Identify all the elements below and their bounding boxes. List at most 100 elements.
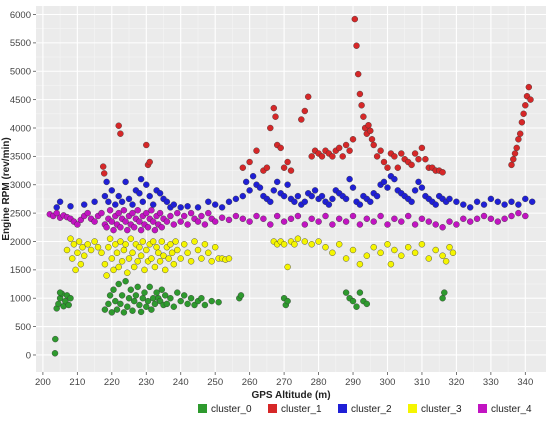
data-point-cluster-4 <box>522 212 529 220</box>
data-point-cluster-3 <box>98 249 105 257</box>
data-point-cluster-1 <box>380 158 388 166</box>
data-point-cluster-1 <box>351 15 358 23</box>
data-point-cluster-2 <box>101 192 109 200</box>
data-point-cluster-4 <box>315 218 322 225</box>
data-point-cluster-2 <box>105 198 112 206</box>
data-point-cluster-1 <box>272 113 279 120</box>
data-point-cluster-0 <box>118 292 126 299</box>
data-point-cluster-3 <box>432 246 439 254</box>
data-point-cluster-4 <box>294 212 302 220</box>
data-point-cluster-3 <box>167 241 174 248</box>
data-point-cluster-1 <box>511 150 519 157</box>
data-point-cluster-4 <box>515 209 522 217</box>
data-point-cluster-2 <box>270 187 277 194</box>
data-point-cluster-4 <box>218 214 226 221</box>
data-point-cluster-3 <box>110 266 117 274</box>
data-point-cluster-2 <box>501 201 508 208</box>
data-point-cluster-4 <box>84 209 91 217</box>
data-point-cluster-3 <box>308 241 315 248</box>
data-point-cluster-0 <box>349 297 357 305</box>
data-point-cluster-3 <box>391 246 398 254</box>
data-point-cluster-0 <box>201 301 209 309</box>
data-point-cluster-4 <box>370 218 377 225</box>
y-tick-label: 6000 <box>10 10 31 21</box>
plot-panel <box>36 6 546 372</box>
data-point-cluster-2 <box>177 204 184 211</box>
data-point-cluster-1 <box>146 158 153 166</box>
data-point-cluster-2 <box>156 190 164 197</box>
data-point-cluster-1 <box>510 155 517 163</box>
data-point-cluster-2 <box>225 198 233 206</box>
data-point-cluster-3 <box>425 255 432 262</box>
data-point-cluster-4 <box>267 221 274 228</box>
data-point-cluster-4 <box>163 218 171 225</box>
data-point-cluster-4 <box>384 221 391 228</box>
data-point-cluster-2 <box>242 178 250 186</box>
data-point-cluster-1 <box>99 163 107 170</box>
data-point-cluster-4 <box>336 215 343 223</box>
data-point-cluster-2 <box>508 198 515 206</box>
data-point-cluster-4 <box>129 209 136 217</box>
data-point-cluster-4 <box>167 212 174 220</box>
data-point-cluster-1 <box>280 164 288 171</box>
data-point-cluster-2 <box>356 201 364 208</box>
data-point-cluster-3 <box>405 243 412 251</box>
data-point-cluster-1 <box>394 164 401 171</box>
data-point-cluster-1 <box>408 161 415 169</box>
data-point-cluster-3 <box>130 263 138 271</box>
data-point-cluster-1 <box>422 155 429 163</box>
data-point-cluster-3 <box>74 249 81 257</box>
data-point-cluster-2 <box>380 178 388 186</box>
data-point-cluster-0 <box>112 297 119 305</box>
data-point-cluster-3 <box>103 272 110 279</box>
data-point-cluster-0 <box>51 350 59 357</box>
data-point-cluster-3 <box>291 241 298 248</box>
data-point-cluster-1 <box>513 144 520 152</box>
data-point-cluster-0 <box>139 295 147 302</box>
data-point-cluster-3 <box>94 243 102 251</box>
data-point-cluster-3 <box>377 249 384 257</box>
x-tick-label: 320 <box>448 377 464 388</box>
data-point-cluster-4 <box>487 215 495 223</box>
data-point-cluster-4 <box>398 218 405 225</box>
data-point-cluster-1 <box>356 90 364 98</box>
data-point-cluster-0 <box>184 300 191 308</box>
data-point-cluster-3 <box>136 243 143 251</box>
data-point-cluster-0 <box>174 289 181 296</box>
data-point-cluster-2 <box>146 192 153 200</box>
data-point-cluster-4 <box>151 226 159 234</box>
data-point-cluster-3 <box>79 243 86 251</box>
data-point-cluster-3 <box>172 238 179 245</box>
data-point-cluster-3 <box>184 249 191 257</box>
data-point-cluster-4 <box>342 218 350 225</box>
data-point-cluster-2 <box>53 204 60 211</box>
data-point-cluster-1 <box>287 167 295 174</box>
data-point-cluster-3 <box>322 243 329 251</box>
data-point-cluster-1 <box>373 153 381 160</box>
data-point-cluster-0 <box>151 300 159 308</box>
data-point-cluster-4 <box>211 218 219 225</box>
data-point-cluster-1 <box>100 170 108 177</box>
data-point-cluster-0 <box>353 303 360 310</box>
data-point-cluster-2 <box>56 198 64 206</box>
data-point-cluster-1 <box>239 164 247 171</box>
data-point-cluster-3 <box>449 249 457 257</box>
data-point-cluster-2 <box>284 181 291 188</box>
data-point-cluster-4 <box>187 209 195 217</box>
data-point-cluster-3 <box>153 243 160 251</box>
data-point-cluster-0 <box>124 303 131 310</box>
data-point-cluster-4 <box>144 224 152 231</box>
data-point-cluster-3 <box>68 255 76 262</box>
x-tick-label: 270 <box>276 377 292 388</box>
data-point-cluster-4 <box>446 218 453 225</box>
data-point-cluster-2 <box>318 192 326 200</box>
data-point-cluster-2 <box>91 198 98 206</box>
data-point-cluster-1 <box>370 141 377 149</box>
data-point-cluster-2 <box>143 181 150 188</box>
data-point-cluster-0 <box>122 278 129 285</box>
data-point-cluster-2 <box>149 201 157 208</box>
data-point-cluster-1 <box>518 119 526 126</box>
data-point-cluster-2 <box>194 204 202 211</box>
data-point-cluster-4 <box>170 221 178 228</box>
